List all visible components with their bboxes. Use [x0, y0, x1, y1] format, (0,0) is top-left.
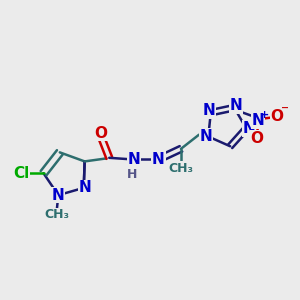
- Text: N: N: [79, 180, 92, 195]
- Text: N: N: [230, 98, 242, 113]
- Text: O: O: [270, 109, 284, 124]
- Text: N: N: [252, 113, 265, 128]
- Text: O: O: [94, 126, 107, 141]
- Text: +: +: [260, 110, 269, 120]
- Text: H: H: [127, 168, 137, 182]
- Text: N: N: [243, 121, 256, 136]
- Text: N: N: [200, 129, 212, 144]
- Text: Cl: Cl: [13, 166, 29, 181]
- Text: N: N: [52, 188, 65, 202]
- Text: CH₃: CH₃: [169, 162, 194, 175]
- Text: CH₃: CH₃: [44, 208, 69, 221]
- Text: N: N: [128, 152, 140, 167]
- Text: N: N: [203, 103, 216, 118]
- Text: ⁻: ⁻: [281, 104, 289, 119]
- Text: O: O: [250, 131, 264, 146]
- Text: N: N: [152, 152, 165, 167]
